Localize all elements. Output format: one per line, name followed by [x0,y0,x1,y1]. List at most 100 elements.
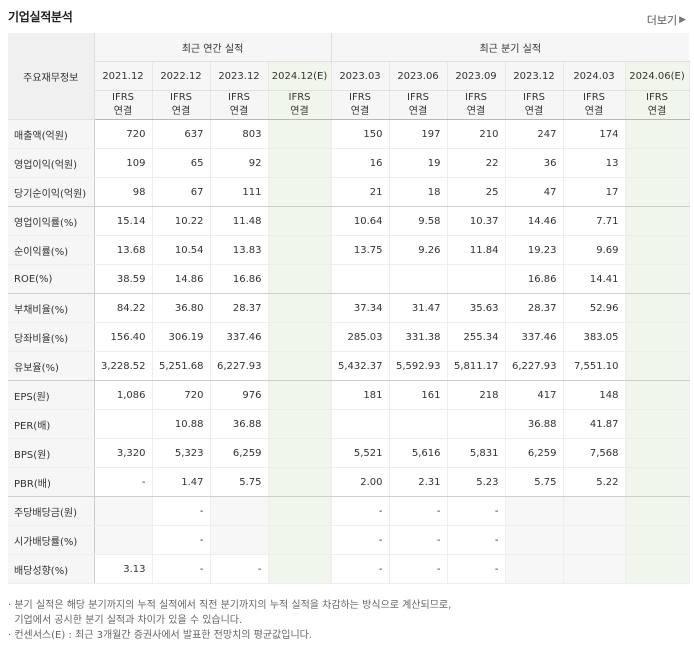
table-cell [625,351,690,381]
table-cell: 5,831 [447,438,506,468]
table-cell [389,409,448,439]
row-label: 부채비율(%) [8,293,95,323]
row-label: ROE(%) [8,264,95,294]
table-cell: 84.22 [94,293,153,323]
table-cell [505,496,564,526]
table-cell: 9.58 [389,206,448,236]
row-label: 유보율(%) [8,351,95,381]
table-cell: 5,323 [152,438,211,468]
table-cell [625,496,690,526]
table-cell: - [210,554,269,584]
table-cell: - [447,554,506,584]
accounting-standard-header: IFRS 연결 [210,90,269,120]
table-cell: 19 [389,148,448,178]
table-cell [563,554,626,584]
row-label: 당기순이익(억원) [8,177,95,207]
table-cell: 10.37 [447,206,506,236]
table-row: 당기순이익(억원) 98 67 111 21 18 25 47 17 [8,177,690,207]
table-cell: 10.88 [152,409,211,439]
row-label: 주당배당금(원) [8,496,95,526]
table-cell: 6,227.93 [210,351,269,381]
ifrs-label: IFRS [288,92,311,103]
row-label: 배당성향(%) [8,554,95,584]
table-cell: 36.80 [152,293,211,323]
table-cell: 47 [505,177,564,207]
table-cell [268,235,332,265]
table-cell: 417 [505,380,564,410]
table-row: 매출액(억원) 720 637 803 150 197 210 247 174 [8,119,690,149]
table-row: EPS(원) 1,086 720 976 181 161 218 417 148 [8,380,690,410]
table-row: PER(배) 10.88 36.88 36.88 41.87 [8,409,690,439]
row-label: 당좌비율(%) [8,322,95,352]
table-cell: 16.86 [505,264,564,294]
table-cell: 109 [94,148,153,178]
table-cell [625,380,690,410]
table-cell: 11.84 [447,235,506,265]
row-label: EPS(원) [8,380,95,410]
table-row: 시가배당률(%) - - - - [8,525,690,555]
period-header: 2023.09 [447,61,506,91]
financial-table: 주요재무정보 최근 연간 실적 최근 분기 실적 2021.12 2022.12 2… [8,33,690,584]
table-row: BPS(원) 3,320 5,323 6,259 5,521 5,616 5,831 6,25… [8,438,690,468]
table-cell: 65 [152,148,211,178]
accounting-standard-header: IFRS 연결 [94,90,153,120]
table-cell: 803 [210,119,269,149]
table-cell [625,438,690,468]
table-cell [268,351,332,381]
table-cell: - [152,554,211,584]
period-header: 2023.06 [389,61,448,91]
table-cell: 13.83 [210,235,269,265]
table-cell: 7,568 [563,438,626,468]
table-cell [625,322,690,352]
table-cell: - [330,525,390,555]
table-row: 배당성향(%) 3.13- - - - - [8,554,690,584]
table-cell: 36.88 [210,409,269,439]
ifrs-label: IFRS [465,92,487,103]
table-cell: 21 [330,177,390,207]
table-cell: 52.96 [563,293,626,323]
table-cell: 285.03 [330,322,390,352]
period-header: 2024.06(E) [625,61,690,91]
table-cell: - [389,496,448,526]
table-cell: 3,320 [94,438,153,468]
table-cell: 5.23 [447,467,506,497]
chevron-right-icon: ▶ [679,15,686,25]
table-cell [268,264,332,294]
ifrs-label: IFRS [523,92,545,103]
ifrs-label: IFRS [349,92,371,103]
table-cell: 5.75 [210,467,269,497]
table-cell [505,525,564,555]
accounting-standard-header: IFRS 연결 [330,90,390,120]
table-cell: 255.34 [447,322,506,352]
table-row: 주당배당금(원) - - - - [8,496,690,526]
consolidated-label: 연결 [350,106,370,117]
consolidated-label: 연결 [290,106,309,117]
table-cell: 197 [389,119,448,149]
row-label: 매출액(억원) [8,119,95,149]
table-cell [268,438,332,468]
table-cell [389,264,448,294]
table-cell: 36 [505,148,564,178]
table-cell: 7.71 [563,206,626,236]
table-cell [625,264,690,294]
table-cell: 181 [330,380,390,410]
ifrs-label: IFRS [228,92,250,103]
table-cell: 247 [505,119,564,149]
table-cell: 14.41 [563,264,626,294]
section-title: 기업실적분석 [8,10,73,24]
period-header: 2024.12(E) [268,61,332,91]
table-cell: 5,616 [389,438,448,468]
table-cell: 210 [447,119,506,149]
table-cell [447,264,506,294]
table-cell: 13.68 [94,235,153,265]
table-cell: 9.26 [389,235,448,265]
quarter-group-header: 최근 분기 실적 [330,33,689,62]
table-cell: - [447,525,506,555]
table-cell [268,119,332,149]
more-link[interactable]: 더보기 ▶ [647,12,686,28]
table-cell [563,525,626,555]
table-cell: 337.46 [505,322,564,352]
table-cell: - [389,554,448,584]
table-cell: 92 [210,148,269,178]
row-label: PER(배) [8,409,95,439]
